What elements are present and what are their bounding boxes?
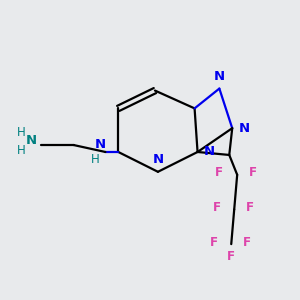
Text: F: F xyxy=(246,201,254,214)
Text: N: N xyxy=(203,146,214,158)
Text: N: N xyxy=(239,122,250,135)
Text: F: F xyxy=(215,166,223,179)
Text: F: F xyxy=(212,201,220,214)
Text: N: N xyxy=(26,134,37,147)
Text: F: F xyxy=(243,236,251,249)
Text: H: H xyxy=(91,153,100,167)
Text: F: F xyxy=(249,166,257,179)
Text: H: H xyxy=(17,126,26,139)
Text: H: H xyxy=(17,143,26,157)
Text: F: F xyxy=(209,236,217,249)
Text: N: N xyxy=(95,138,106,151)
Text: N: N xyxy=(152,153,164,166)
Text: N: N xyxy=(214,70,225,83)
Text: F: F xyxy=(227,250,235,262)
